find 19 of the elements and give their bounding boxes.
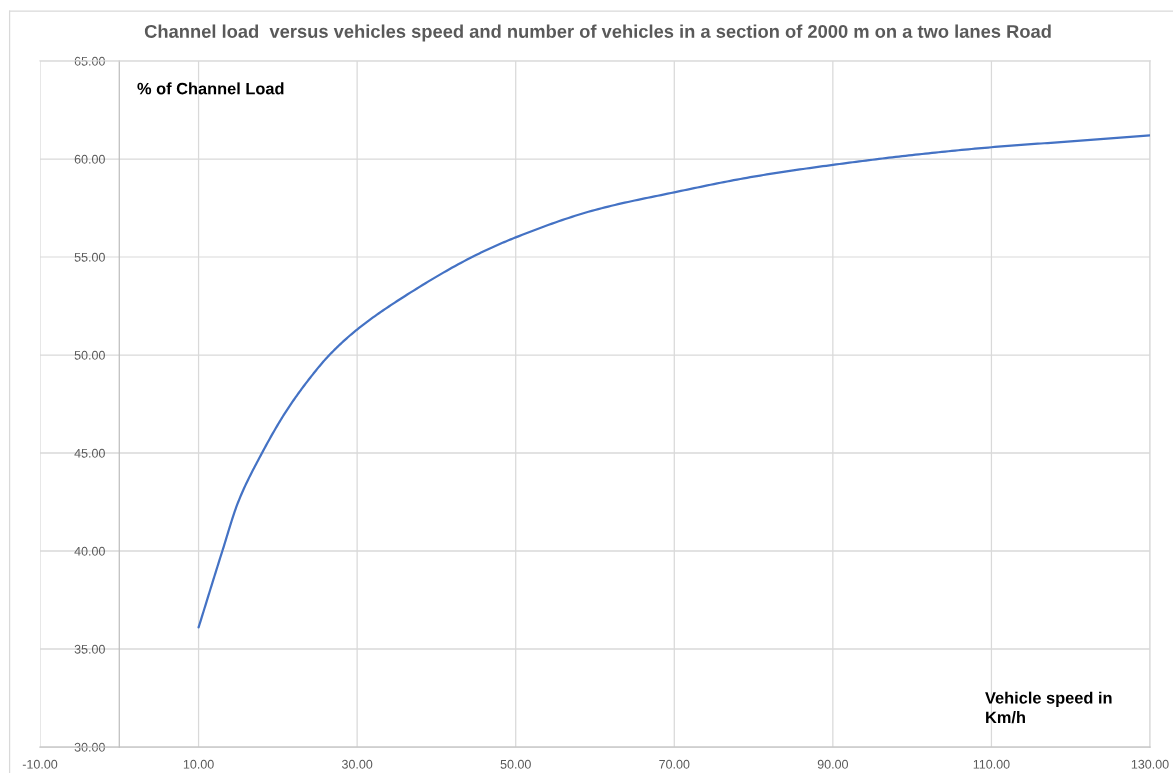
y-axis-title: % of Channel Load	[137, 82, 284, 95]
x-tick-label: -10.00	[22, 759, 58, 769]
x-tick-label: 130.00	[1131, 759, 1169, 769]
y-tick-label: 45.00	[74, 448, 105, 458]
y-tick-label: 30.00	[74, 742, 105, 752]
x-tick-label: 10.00	[183, 759, 214, 769]
x-tick-label: 30.00	[341, 759, 373, 769]
y-tick-label: 60.00	[74, 154, 105, 164]
y-tick-label: 35.00	[74, 644, 105, 654]
x-tick-label: 70.00	[659, 759, 690, 769]
x-tick-label: 90.00	[817, 759, 849, 769]
y-tick-label: 65.00	[74, 56, 105, 66]
y-tick-label: 55.00	[74, 252, 105, 262]
x-tick-label: 50.00	[500, 759, 531, 769]
y-tick-label: 50.00	[74, 350, 105, 360]
x-tick-label: 110.00	[973, 759, 1010, 769]
y-tick-label: 40.00	[74, 546, 105, 556]
x-axis-title: Vehicle speed in Km/h	[985, 691, 1112, 724]
chart-title: Channel load versus vehicles speed and number of vehicles in a section of 2000 m on a two lanes Road	[144, 24, 1051, 42]
